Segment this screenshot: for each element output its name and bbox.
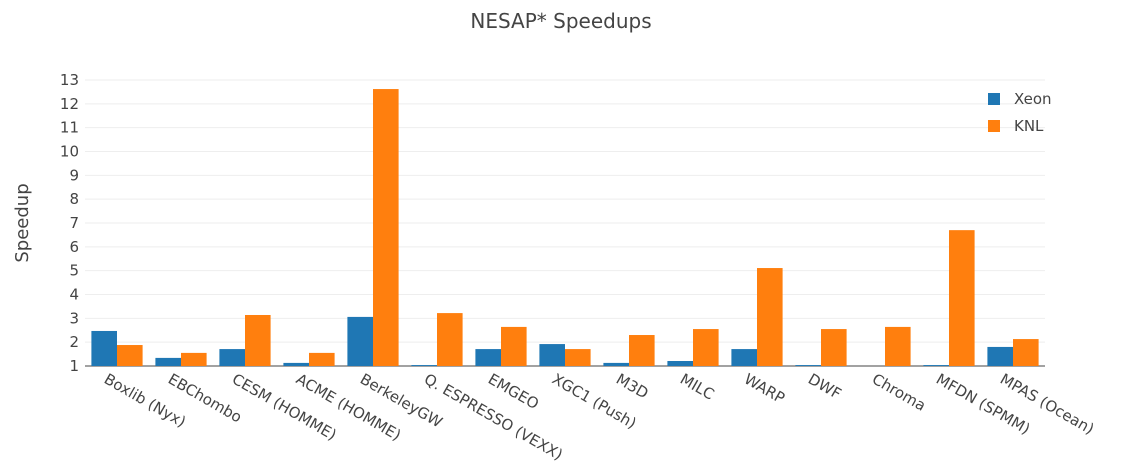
bar — [565, 349, 591, 366]
bar — [821, 329, 847, 366]
y-tick-label: 13 — [60, 71, 79, 89]
legend-swatch — [988, 120, 1000, 132]
bar — [885, 326, 911, 366]
bar — [219, 349, 245, 366]
bar — [667, 360, 693, 366]
y-tick-label: 6 — [69, 238, 79, 256]
bar — [245, 314, 271, 366]
y-tick-label: 8 — [69, 190, 79, 208]
bar — [309, 352, 335, 366]
y-tick-label: 11 — [60, 119, 79, 137]
y-axis-title: Speedup — [12, 183, 33, 262]
bar — [603, 362, 629, 366]
y-tick-label: 5 — [69, 262, 79, 280]
bar — [475, 349, 501, 366]
x-tick-label: DWF — [805, 370, 844, 403]
bar — [283, 362, 309, 366]
bar — [629, 335, 655, 366]
legend-label: Xeon — [1014, 90, 1052, 108]
y-tick-label: 10 — [60, 143, 79, 161]
bar — [181, 352, 207, 366]
bar — [501, 326, 527, 366]
bar — [411, 365, 437, 366]
y-tick-label: 4 — [69, 286, 79, 304]
y-tick-label: 12 — [60, 95, 79, 113]
x-tick-label: Chroma — [869, 370, 929, 415]
bar — [693, 329, 719, 366]
y-tick-label: 1 — [69, 357, 79, 375]
bar — [539, 344, 565, 366]
chart-title: NESAP* Speedups — [470, 9, 651, 33]
y-tick-label: 7 — [69, 214, 79, 232]
x-tick-label: ACME (HOMME) — [293, 370, 404, 444]
bar — [155, 357, 181, 366]
x-tick-label: WARP — [741, 370, 788, 407]
y-tick-label: 3 — [69, 309, 79, 327]
y-tick-label: 2 — [69, 333, 79, 351]
bar — [437, 313, 463, 366]
bar — [757, 268, 783, 366]
legend-label: KNL — [1014, 117, 1044, 135]
bar — [987, 346, 1013, 366]
bar — [949, 230, 975, 366]
bar — [373, 89, 399, 366]
x-tick-label: M3D — [613, 370, 651, 403]
bar — [1013, 339, 1039, 366]
bar — [91, 330, 117, 366]
y-tick-label: 9 — [69, 166, 79, 184]
bar — [923, 365, 949, 366]
bar — [117, 345, 143, 366]
bar — [731, 349, 757, 366]
bar — [795, 365, 821, 366]
bar — [347, 316, 373, 366]
legend-swatch — [988, 93, 1000, 105]
x-tick-label: MILC — [677, 370, 717, 404]
